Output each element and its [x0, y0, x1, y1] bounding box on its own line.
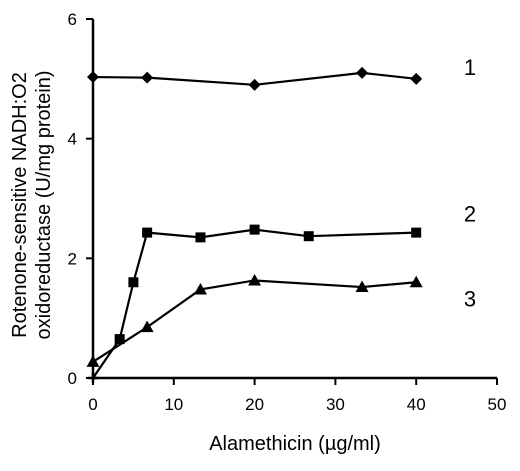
x-tick-label: 20 — [245, 395, 264, 414]
y-tick-label: 0 — [68, 369, 77, 388]
series-layer — [86, 66, 423, 383]
data-point-diamond — [141, 71, 154, 84]
y-tick-label: 4 — [68, 130, 77, 149]
data-point-diamond — [410, 72, 423, 85]
labels: Alamethicin (µg/ml) Rotenone-sensitive NA… — [9, 55, 476, 455]
data-point-square — [114, 334, 125, 345]
data-point-triangle — [140, 320, 154, 333]
series-2 — [88, 224, 422, 383]
y-tick-label: 6 — [68, 10, 77, 29]
data-point-diamond — [248, 78, 261, 91]
data-point-triangle — [409, 275, 423, 288]
data-point-triangle — [86, 355, 100, 367]
y-axis-title-line: oxidoreductase (U/mg protein) — [33, 70, 55, 339]
series-label-3: 3 — [464, 286, 476, 311]
y-axis-title-line: Rotenone-sensitive NADH:O2 — [9, 72, 31, 338]
series-3 — [86, 273, 423, 367]
series-label-2: 2 — [464, 201, 476, 226]
series-line — [92, 228, 417, 379]
series-line — [92, 279, 417, 363]
data-point-triangle — [248, 273, 262, 286]
x-tick-label: 0 — [88, 395, 97, 414]
series-label-1: 1 — [464, 55, 476, 80]
data-point-square — [142, 227, 153, 238]
data-point-diamond — [87, 71, 99, 84]
data-point-triangle — [193, 282, 207, 295]
data-point-square — [303, 231, 314, 242]
data-point-diamond — [356, 66, 369, 79]
x-tick-label: 40 — [407, 395, 426, 414]
x-tick-label: 10 — [164, 395, 183, 414]
data-point-square — [249, 224, 260, 235]
data-point-triangle — [355, 280, 369, 293]
data-point-square — [128, 277, 139, 288]
y-tick-label: 2 — [68, 249, 77, 268]
x-axis-title: Alamethicin (µg/ml) — [209, 433, 381, 455]
axes: 0 10 20 30 40 50 0 2 4 6 — [68, 10, 507, 414]
x-tick-label: 30 — [326, 395, 345, 414]
data-point-square — [411, 227, 422, 238]
series-1 — [87, 66, 423, 91]
data-point-square — [195, 232, 206, 243]
x-tick-label: 50 — [488, 395, 507, 414]
